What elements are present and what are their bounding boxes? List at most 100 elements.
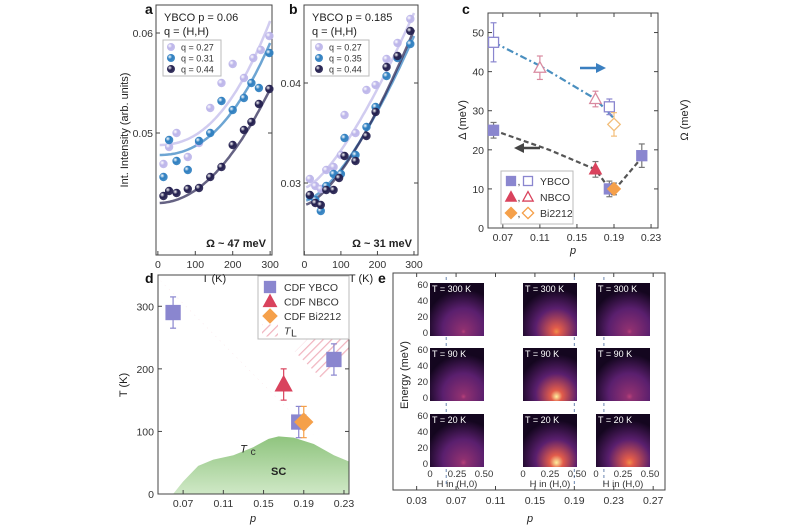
legend-subscript: L [291,328,297,340]
panel-label-d: d [145,270,154,286]
triangle-marker [262,293,278,308]
x-tick-label: 0 [301,259,307,271]
x-axis-label: T (K) [349,273,373,285]
legend-marker [167,54,175,62]
inset-y-tick-label: 20 [417,312,428,323]
data-point [183,184,193,194]
triangle-marker [504,190,518,202]
x-tick-label: 0.03 [406,495,427,507]
data-point [172,156,181,166]
heatmap-image [523,283,577,336]
legend-label: Bi2212 [540,208,573,220]
data-point [265,84,274,94]
legend-separator: , [518,192,521,204]
data-point [305,190,315,200]
data-point [239,93,249,103]
data-point [340,110,349,120]
data-point [322,185,331,195]
data-point [164,135,174,145]
y-axis-label: Int. Intensity (arb. units) [119,73,131,188]
legend-marker [167,43,175,51]
inset-x-tick-label: 0.25 [448,469,467,480]
data-point [329,162,338,172]
inset-temperature-label: T = 300 K [525,284,564,294]
legend-label: q = 0.44 [181,65,214,75]
x-tick-label: 0.11 [486,495,506,507]
square-marker [505,175,517,187]
inset-y-tick-label: 60 [417,280,428,291]
legend-label: q = 0.27 [181,43,214,53]
y-axis-label-right: Ω (meV) [679,99,691,140]
energy-annotation: Ω ~ 47 meV [206,238,267,250]
data-point [340,133,349,143]
data-point [382,71,391,81]
x-tick-label: 0.23 [334,498,355,510]
inset-y-tick-label: 0 [423,459,428,470]
plot-frame-c [487,12,659,229]
heatmap-image [596,348,650,401]
inset-temperature-label: T = 20 K [525,415,559,425]
square-marker [636,150,648,162]
legend-separator: , [518,176,521,188]
inset-y-tick-label: 40 [417,296,428,307]
sc-label: SC [271,466,286,478]
data-point [351,150,360,160]
diamond-marker [262,308,278,324]
heatmap-inset: T = 20 K [430,414,484,467]
x-tick-label: 0.07 [173,498,194,510]
panel-title: YBCO p = 0.06 [164,12,238,24]
heatmap-image [430,348,484,401]
square-marker [326,351,342,368]
y-tick-label: 10 [472,184,484,196]
inset-y-tick-label: 40 [417,361,428,372]
x-tick-label: 0.07 [493,232,514,244]
inset-x-tick-label: 0.25 [541,469,560,480]
data-point [362,122,371,132]
y-tick-label: 200 [136,364,154,376]
data-point [183,152,193,162]
plot-frame-e [392,272,666,491]
data-point [172,188,181,198]
data-point [351,156,360,166]
inset-temperature-label: T = 20 K [598,415,632,425]
data-point [194,136,204,146]
x-tick-label: 0.27 [643,495,664,507]
data-point [247,78,256,88]
heatmap-image [523,414,577,467]
inset-x-axis-label: H in (H,0) [603,479,644,490]
data-point [316,206,326,216]
legend-label: q = 0.35 [329,54,362,64]
data-point [371,107,380,117]
inset-y-tick-label: 0 [423,393,428,404]
data-point [256,45,265,55]
inset-y-tick-label: 40 [417,427,428,438]
y-tick-label: 0.04 [281,78,302,90]
heatmap-inset: T = 20 K [596,414,650,467]
diamond-marker [504,206,518,220]
y-tick-label: 40 [472,67,484,79]
x-axis-label: p [569,245,576,257]
data-point [393,38,402,48]
panel-subtitle: q = (H,H) [164,26,209,38]
x-tick-label: 0.19 [604,232,625,244]
data-point [322,165,331,175]
data-point [247,117,256,127]
square-marker [603,101,616,113]
heatmap-image [430,283,484,336]
panel-subtitle: q = (H,H) [312,26,357,38]
data-point [228,59,237,69]
guide-line-dashed [493,129,643,191]
data-point [254,99,264,109]
data-point [159,159,168,169]
inset-x-tick-label: 0.50 [641,469,660,480]
y-axis-label: T (K) [118,373,130,397]
x-tick-label: 0.11 [214,498,234,510]
legend-hatch [262,324,278,337]
x-tick-label: 100 [187,259,205,271]
heatmap-inset: T = 300 K [523,283,577,336]
y-axis-label: Energy (meV) [399,341,411,409]
data-point [316,200,326,210]
legend-separator: , [518,208,521,220]
energy-annotation: Ω ~ 31 meV [352,238,413,250]
